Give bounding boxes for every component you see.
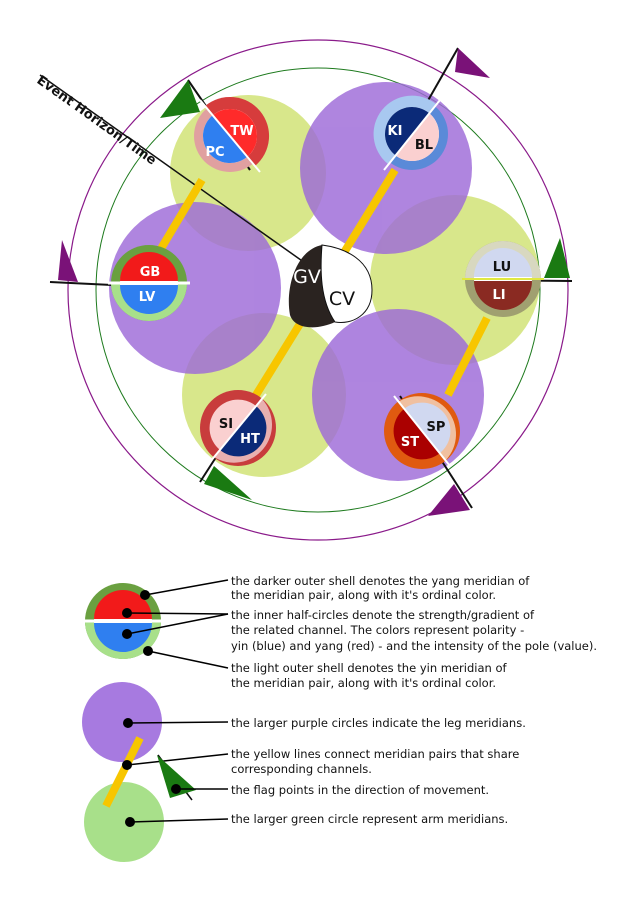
legend-flag-text: the flag points in the direction of move… xyxy=(231,783,489,797)
cv-label: CV xyxy=(329,288,355,310)
label-li: LI xyxy=(492,288,505,303)
legend-shell-yang-line1: the darker outer shell denotes the yang … xyxy=(231,574,530,588)
flag-si-ht xyxy=(204,466,252,500)
label-sp: SP xyxy=(427,420,446,435)
legend-purple-circle xyxy=(82,682,162,762)
legend-yellow-line1: the yellow lines connect meridian pairs … xyxy=(231,747,519,761)
node-gb-lv: GB LV xyxy=(49,240,190,321)
label-st: ST xyxy=(401,435,419,450)
legend-flag xyxy=(157,755,196,798)
legend-inner-line2: the related channel. The colors represen… xyxy=(231,623,524,637)
gv-label: GV xyxy=(293,266,321,288)
label-ki: KI xyxy=(388,124,403,139)
legend-shell-yang-line2: the meridian pair, along with it's ordin… xyxy=(231,588,496,602)
node-st-sp: SP ST xyxy=(384,393,473,516)
label-bl: BL xyxy=(415,138,433,153)
node-tw-pc: TW PC xyxy=(160,79,270,173)
legend-yellow-line xyxy=(102,736,144,808)
leg-circle-left xyxy=(109,202,281,374)
legend-yellow-line2: corresponding channels. xyxy=(231,762,372,776)
legend-inner-line3: yin (blue) and yang (red) - and the inte… xyxy=(231,639,597,653)
flag-tw-pc xyxy=(160,80,200,118)
label-si: SI xyxy=(219,417,233,432)
label-pc: PC xyxy=(205,145,224,160)
node-si-ht: SI HT xyxy=(199,390,276,500)
node-ki-bl: KI BL xyxy=(373,47,490,171)
flag-ki-bl xyxy=(455,48,490,78)
legend-shell-yin-line2: the meridian pair, along with it's ordin… xyxy=(231,676,496,690)
flag-st-sp xyxy=(428,484,470,516)
event-horizon-label: Event Horizon/Time xyxy=(34,73,159,168)
inner-ring xyxy=(95,67,541,513)
label-lu: LU xyxy=(493,260,511,275)
flag-gb-lv xyxy=(58,240,78,282)
legend-purple-text: the larger purple circles indicate the l… xyxy=(231,716,526,730)
legend-green-text: the larger green circle represent arm me… xyxy=(231,812,508,826)
label-lv: LV xyxy=(139,290,156,305)
label-ht: HT xyxy=(240,432,260,447)
flag-lu-li xyxy=(544,238,570,278)
connector-li-st xyxy=(444,316,491,397)
label-tw: TW xyxy=(230,124,253,139)
event-horizon-line xyxy=(39,74,323,276)
node-lu-li: LU LI xyxy=(462,238,573,317)
center-gv-cv: GV CV xyxy=(288,244,373,328)
label-gb: GB xyxy=(140,265,161,280)
outer-ring xyxy=(67,39,569,541)
legend-inner-line1: the inner half-circles denote the streng… xyxy=(231,608,535,622)
legend: the darker outer shell denotes the yang … xyxy=(82,574,597,862)
legend-shell-yin-line1: the light outer shell denotes the yin me… xyxy=(231,661,507,675)
